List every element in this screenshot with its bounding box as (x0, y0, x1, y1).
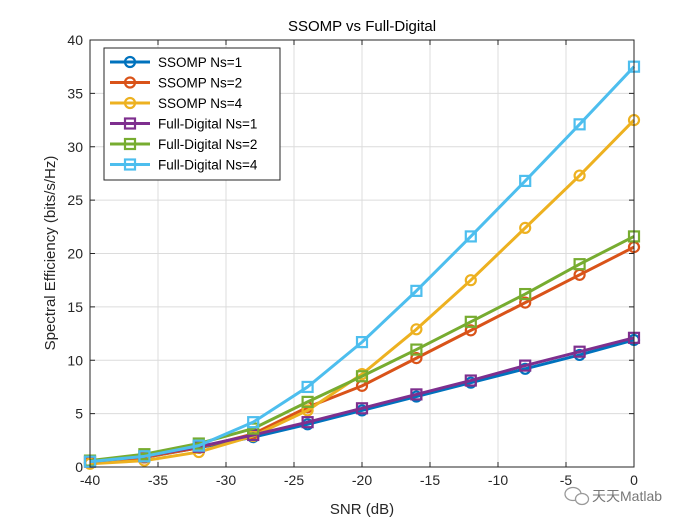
data-point-circle (123, 96, 137, 110)
y-tick-label: 0 (75, 459, 83, 475)
data-point-circle (519, 296, 532, 309)
legend-label: SSOMP Ns=4 (158, 96, 243, 111)
data-point-circle (464, 324, 477, 337)
x-tick-label: -40 (80, 472, 100, 488)
data-point-square (410, 343, 423, 356)
y-tick-label: 20 (67, 246, 83, 262)
x-tick-label: -35 (148, 472, 168, 488)
legend-label: Full-Digital Ns=4 (158, 158, 258, 173)
data-point-square (247, 416, 260, 429)
data-point-square (192, 439, 205, 452)
data-point-square (410, 284, 423, 297)
data-point-circle (410, 352, 423, 365)
data-point-square (301, 416, 314, 429)
y-tick-label: 25 (67, 192, 83, 208)
y-tick-label: 40 (67, 32, 83, 48)
legend-item: SSOMP Ns=4 (110, 96, 243, 111)
y-tick-label: 5 (75, 406, 83, 422)
series-line (89, 235, 635, 463)
watermark-text: 天天Matlab (592, 488, 662, 504)
legend-item: Full-Digital Ns=4 (110, 158, 258, 173)
chart-title: SSOMP vs Full-Digital (288, 18, 436, 35)
data-point-circle (573, 169, 586, 182)
data-point-circle (464, 274, 477, 287)
series-line (89, 65, 636, 464)
legend-label: Full-Digital Ns=2 (158, 137, 257, 152)
data-point-square (464, 230, 477, 243)
data-point-square (355, 370, 369, 383)
watermark: 天天Matlab (564, 486, 662, 506)
data-point-square (123, 137, 137, 151)
data-point-square (123, 117, 137, 130)
data-point-square (464, 315, 477, 328)
legend-box (103, 47, 281, 181)
data-point-square (410, 388, 423, 401)
data-point-square (519, 359, 532, 372)
legend-label: SSOMP Ns=1 (158, 55, 242, 70)
x-tick-label: -20 (352, 472, 372, 488)
y-tick-label: 10 (67, 352, 83, 368)
data-point-circle (123, 76, 137, 89)
data-point-square (519, 174, 532, 188)
data-point-square (573, 258, 586, 271)
legend-label: SSOMP Ns=2 (158, 76, 242, 91)
data-point-square (138, 450, 151, 463)
data-point-square (301, 395, 314, 408)
x-axis-label: SNR (dB) (330, 501, 394, 518)
ticks: -40 -35 -30 -25 -20 -15 -10 -5 0 0 5 10 15 20 25 30 35 40 (67, 32, 638, 488)
data-point-square (123, 158, 137, 171)
x-tick-label: -25 (284, 472, 304, 488)
y-tick-label: 30 (67, 139, 83, 155)
data-point-square (355, 402, 369, 415)
y-tick-label: 35 (67, 85, 83, 101)
data-point-square (519, 287, 532, 301)
legend-label: Full-Digital Ns=1 (158, 117, 257, 132)
legend-item: SSOMP Ns=2 (110, 76, 242, 91)
data-point-circle (301, 404, 314, 417)
data-point-square (573, 345, 586, 358)
wechat-icon (564, 486, 590, 506)
data-point-square (573, 118, 586, 131)
series-line (89, 119, 636, 466)
data-point-square (355, 336, 369, 349)
x-tick-label: -15 (420, 472, 440, 488)
y-tick-label: 15 (67, 299, 83, 315)
x-tick-label: -30 (216, 472, 236, 488)
data-point-circle (519, 221, 532, 234)
legend-item: SSOMP Ns=1 (110, 55, 242, 70)
x-tick-label: -5 (560, 472, 573, 488)
legend-item: Full-Digital Ns=2 (110, 137, 257, 152)
data-point-square (464, 374, 477, 387)
x-tick-label: -10 (488, 472, 508, 488)
legend-item: Full-Digital Ns=1 (110, 117, 257, 132)
data-point-square (301, 380, 314, 394)
legend: SSOMP Ns=1 SSOMP Ns=2 SSOMP Ns=4 Full-Digit… (103, 47, 281, 181)
y-axis-label: Spectral Efficiency (bits/s/Hz) (42, 156, 59, 351)
data-point-circle (123, 55, 137, 69)
data-point-circle (410, 323, 423, 336)
series-lines (83, 60, 641, 470)
x-tick-label: 0 (630, 472, 638, 488)
